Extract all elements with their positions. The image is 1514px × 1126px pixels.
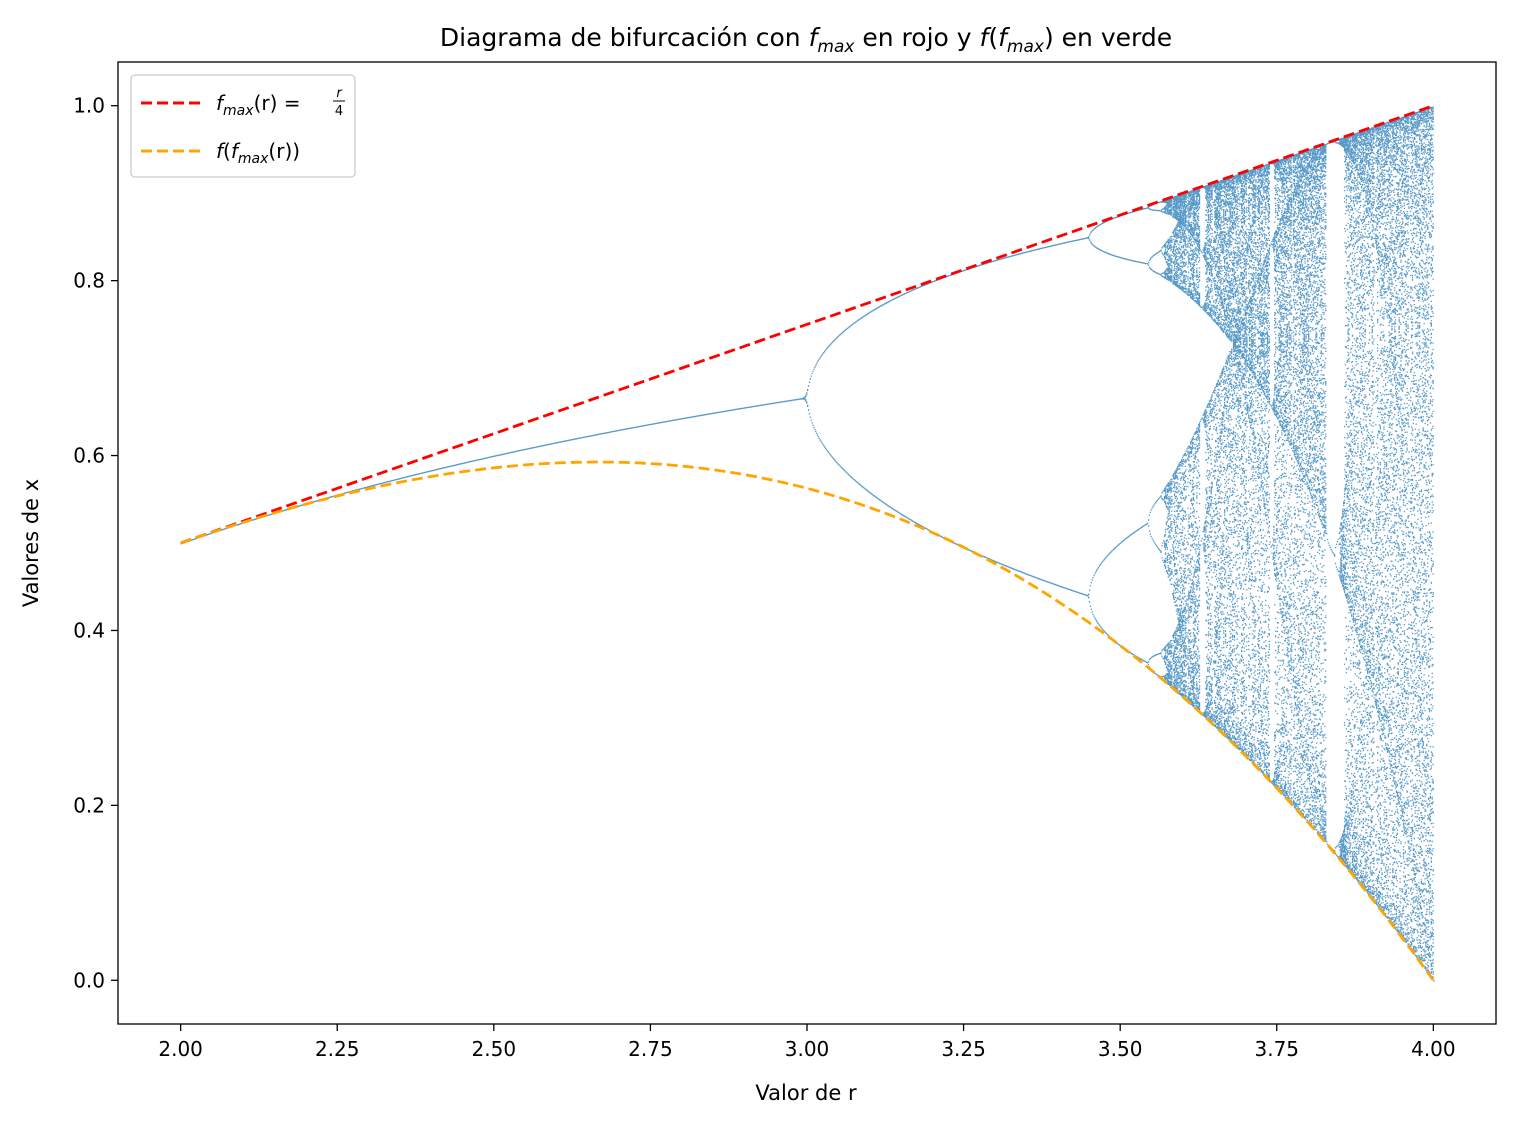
legend-label-f-of-fmax: f(fmax(r)) [216,139,300,167]
x-tick-label: 3.00 [785,1037,830,1061]
y-tick-label: 0.0 [73,968,105,992]
chart-title: Diagrama de bifurcación con fmax en rojo… [440,23,1172,57]
x-tick-label: 4.00 [1411,1037,1456,1061]
legend-fraction-num: r [336,86,343,101]
plot-area [180,104,1435,982]
legend-box [130,74,356,178]
y-tick-label: 0.8 [73,269,105,293]
x-tick-label: 3.50 [1098,1037,1143,1061]
reference-lines [180,104,1435,982]
x-tick-label: 2.50 [472,1037,517,1061]
x-tick-label: 2.75 [628,1037,673,1061]
legend-fraction-den: 4 [335,104,343,119]
x-tick-label: 2.25 [315,1037,360,1061]
x-tick-label: 3.75 [1255,1037,1300,1061]
f-of-fmax-line [180,460,1435,982]
x-tick-label: 2.00 [158,1037,203,1061]
y-tick-label: 0.4 [73,618,105,642]
legend-label-fmax: fmax(r) = [216,91,301,119]
x-tick-label: 3.25 [941,1037,986,1061]
y-tick-label: 1.0 [73,94,105,118]
y-axis-label: Valores de x [19,479,43,607]
y-axis-ticks: 0.0 0.2 0.4 0.6 0.8 1.0 [73,94,118,992]
bifurcation-points [180,106,1435,982]
fmax-line [180,104,1434,545]
x-axis-label: Valor de r [755,1081,857,1105]
y-tick-label: 0.2 [73,793,105,817]
y-tick-label: 0.6 [73,444,105,468]
x-axis-ticks: 2.00 2.25 2.50 2.75 3.00 3.25 3.50 3.75 4.00 [158,1024,1456,1061]
legend: fmax(r) = r 4 f(fmax(r)) [130,74,356,178]
bifurcation-scatter-points [180,106,1435,982]
